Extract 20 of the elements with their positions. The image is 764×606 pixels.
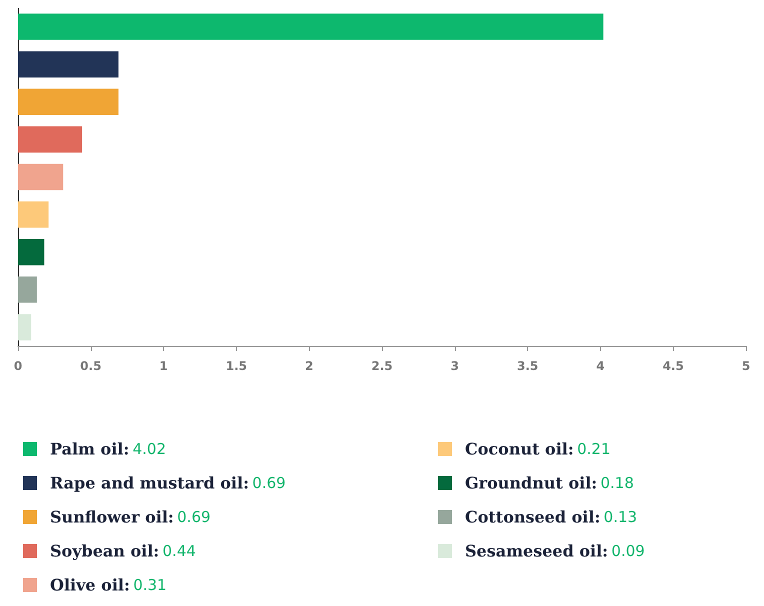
legend-label: Cottonseed oil: 0.13	[465, 508, 638, 526]
legend-label: Soybean oil: 0.44	[50, 542, 196, 560]
x-tick-label: 5	[742, 359, 750, 373]
x-tick-label: 3	[450, 359, 459, 373]
x-tick-label: 1	[159, 359, 168, 373]
x-tick-label: 2.5	[371, 359, 393, 373]
x-tick-label: 3.5	[516, 359, 538, 373]
legend-label: Palm oil: 4.02	[50, 440, 166, 458]
legend-label: Rape and mustard oil: 0.69	[50, 474, 286, 492]
legend-label: Olive oil: 0.31	[50, 576, 167, 594]
x-tick-label: 1.5	[226, 359, 248, 373]
legend-label: Coconut oil: 0.21	[465, 440, 611, 458]
legend-label: Groundnut oil: 0.18	[465, 474, 634, 492]
x-tick-label: 4	[596, 359, 605, 373]
legend-label: Sunflower oil: 0.69	[50, 508, 211, 526]
x-tick-label: 0	[14, 359, 22, 373]
x-tick-label: 0.5	[80, 359, 102, 373]
legend-label: Sesameseed oil: 0.09	[465, 542, 645, 560]
x-tick-label: 4.5	[662, 359, 684, 373]
x-tick-label: 2	[305, 359, 314, 373]
